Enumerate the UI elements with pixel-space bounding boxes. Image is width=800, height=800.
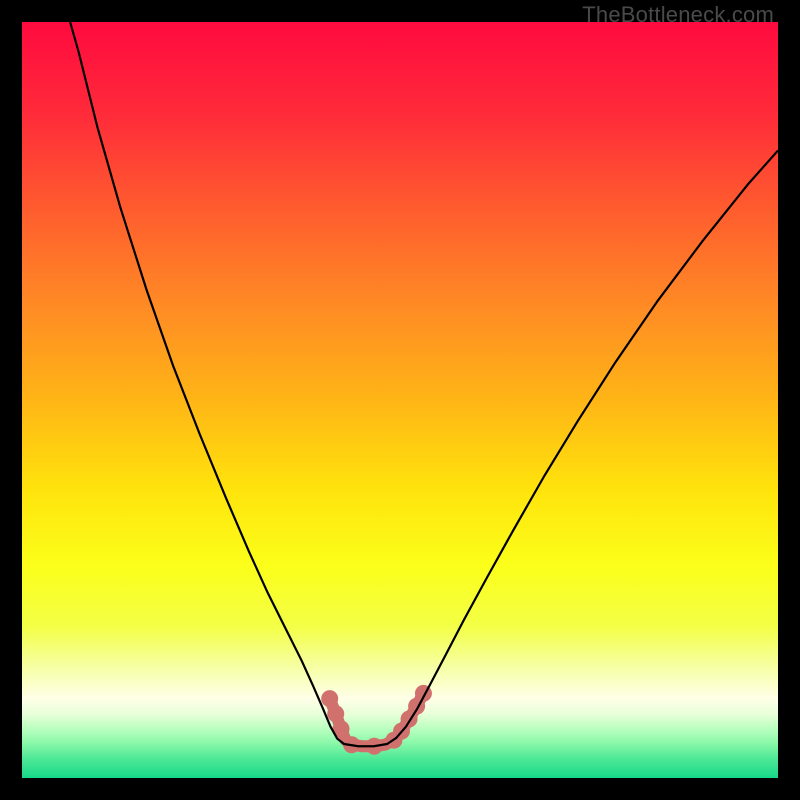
bottleneck-curve-path	[66, 22, 778, 746]
highlight-marker	[327, 705, 344, 722]
highlight-markers-group	[321, 685, 432, 755]
watermark-text: TheBottleneck.com	[582, 2, 774, 28]
plot-area	[22, 22, 778, 778]
highlight-marker	[321, 690, 338, 707]
chart-overlay-svg	[22, 22, 778, 778]
